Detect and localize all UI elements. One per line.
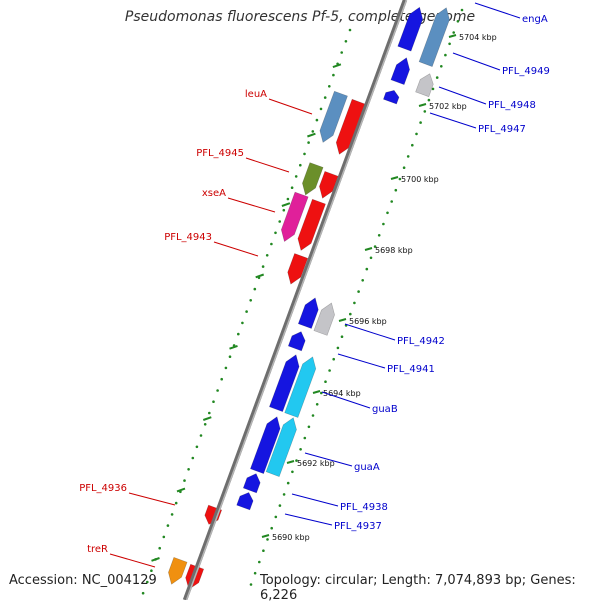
forward-cds-arrow bbox=[397, 6, 424, 52]
gene-leader-line bbox=[337, 353, 386, 369]
kbp-tick-mark bbox=[448, 34, 457, 38]
forward-cds-arrow bbox=[236, 492, 254, 511]
reverse-cds-arrow bbox=[319, 90, 348, 143]
kbp-tick-mark bbox=[286, 460, 295, 464]
left-guide-dash bbox=[202, 416, 212, 421]
gene-leader-line bbox=[128, 492, 176, 506]
gene-leader-line bbox=[268, 98, 313, 115]
kbp-tick-label: 5700 kbp bbox=[401, 175, 439, 184]
gene-label-xsea: xseA bbox=[202, 188, 226, 199]
reverse-cds-arrow bbox=[297, 198, 326, 251]
kbp-tick-mark bbox=[312, 390, 321, 394]
gene-leader-line bbox=[213, 241, 259, 257]
gene-label-enga: engA bbox=[522, 14, 548, 25]
kbp-tick-label: 5694 kbp bbox=[323, 389, 361, 398]
genome-summary: Topology: circular; Length: 7,074,893 bp… bbox=[260, 573, 576, 603]
reverse-cds-arrow bbox=[280, 191, 309, 242]
forward-cds-arrow bbox=[415, 73, 434, 98]
left-guide-dash bbox=[307, 132, 316, 138]
left-guide-dash bbox=[229, 344, 238, 350]
gene-label-pfl-4936: PFL_4936 bbox=[79, 483, 127, 494]
gene-leader-line bbox=[304, 452, 353, 467]
gene-leader-line bbox=[344, 323, 396, 341]
gene-label-pfl-4947: PFL_4947 bbox=[478, 124, 526, 135]
left-guide-dash bbox=[176, 487, 186, 493]
backbone-highlight bbox=[185, 0, 408, 600]
gene-label-pfl-4949: PFL_4949 bbox=[502, 66, 550, 77]
gene-leader-line bbox=[474, 2, 521, 19]
gene-label-pfl-4937: PFL_4937 bbox=[334, 521, 382, 532]
forward-cds-arrow bbox=[383, 90, 400, 105]
forward-cds-arrow bbox=[390, 57, 410, 85]
kbp-tick-label: 5696 kbp bbox=[349, 317, 387, 326]
forward-cds-arrow bbox=[269, 354, 300, 412]
reverse-cds-arrow bbox=[335, 98, 366, 155]
accession-label: Accession: NC_004129 bbox=[9, 573, 157, 588]
reverse-cds-arrow bbox=[168, 557, 188, 585]
kbp-tick-mark bbox=[261, 534, 270, 538]
gene-label-pfl-4948: PFL_4948 bbox=[488, 100, 536, 111]
kbp-tick-label: 5704 kbp bbox=[459, 33, 497, 42]
forward-cds-arrow bbox=[284, 356, 317, 418]
gene-leader-line bbox=[321, 391, 371, 409]
map-title: Pseudomonas fluorescens Pf-5, complete g… bbox=[124, 9, 476, 25]
gene-leader-line bbox=[227, 197, 276, 213]
kbp-tick-label: 5692 kbp bbox=[297, 459, 335, 468]
forward-cds-arrow bbox=[418, 7, 450, 67]
kbp-tick-mark bbox=[418, 103, 427, 107]
reverse-cds-arrow bbox=[287, 253, 309, 285]
gene-label-pfl-4938: PFL_4938 bbox=[340, 502, 388, 513]
gene-leader-line bbox=[438, 86, 487, 105]
left-guide-dash bbox=[151, 557, 160, 562]
dotted-guide-right bbox=[249, 8, 464, 586]
reverse-cds-arrow bbox=[319, 171, 339, 199]
kbp-tick-mark bbox=[390, 176, 399, 180]
kbp-tick-label: 5690 kbp bbox=[272, 533, 310, 542]
forward-cds-arrow bbox=[287, 331, 306, 352]
gene-leader-line bbox=[452, 52, 501, 71]
backbone-line bbox=[182, 0, 408, 600]
forward-cds-arrow bbox=[265, 417, 297, 477]
gene-leader-line bbox=[284, 513, 333, 526]
gene-leader-line bbox=[429, 112, 477, 129]
gene-label-pfl-4945: PFL_4945 bbox=[196, 148, 244, 159]
gene-label-trer: treR bbox=[87, 544, 108, 555]
forward-cds-arrow bbox=[297, 297, 319, 329]
left-guide-dash bbox=[255, 273, 265, 279]
forward-cds-arrow bbox=[242, 473, 261, 494]
gene-label-guaa: guaA bbox=[354, 462, 380, 473]
left-guide-dash bbox=[281, 202, 291, 207]
forward-cds-arrow bbox=[313, 302, 335, 336]
gene-leader-line bbox=[109, 553, 156, 568]
forward-cds-arrow bbox=[250, 416, 281, 474]
reverse-cds-arrow bbox=[302, 162, 324, 196]
kbp-tick-label: 5702 kbp bbox=[429, 102, 467, 111]
kbp-tick-label: 5698 kbp bbox=[375, 246, 413, 255]
gene-leader-line bbox=[291, 493, 339, 507]
gene-label-leua: leuA bbox=[245, 89, 267, 100]
dotted-guide-left bbox=[141, 28, 352, 595]
left-guide-dash bbox=[332, 63, 342, 69]
gene-label-pfl-4941: PFL_4941 bbox=[387, 364, 435, 375]
kbp-tick-mark bbox=[338, 318, 347, 322]
gene-label-pfl-4942: PFL_4942 bbox=[397, 336, 445, 347]
kbp-tick-mark bbox=[364, 247, 373, 251]
gene-label-pfl-4943: PFL_4943 bbox=[164, 232, 212, 243]
gene-leader-line bbox=[245, 157, 290, 173]
gene-label-guab: guaB bbox=[372, 404, 398, 415]
